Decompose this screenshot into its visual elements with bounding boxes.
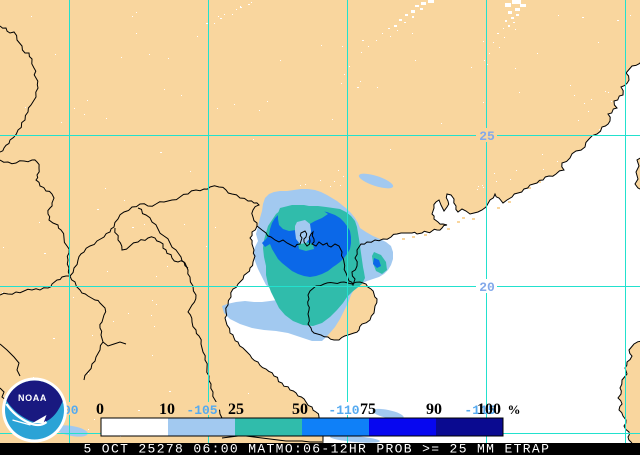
svg-text:0: 0	[96, 401, 104, 418]
svg-text:%: %	[508, 402, 521, 417]
svg-text:-110: -110	[328, 403, 359, 418]
svg-text:-115: -115	[464, 403, 495, 418]
svg-text:-105: -105	[186, 403, 217, 418]
svg-text:NOAA: NOAA	[18, 393, 47, 403]
svg-text:75: 75	[360, 401, 376, 418]
svg-text:25: 25	[479, 129, 495, 144]
svg-text:10: 10	[159, 401, 175, 418]
svg-text:25: 25	[228, 401, 244, 418]
svg-text:90: 90	[426, 401, 442, 418]
svg-text:100: 100	[477, 401, 501, 418]
svg-text:20: 20	[479, 280, 495, 295]
svg-text:50: 50	[292, 401, 308, 418]
svg-text:5 OCT 25278 06:00 MATMO:06-12H: 5 OCT 25278 06:00 MATMO:06-12HR PROB >= …	[84, 442, 551, 455]
